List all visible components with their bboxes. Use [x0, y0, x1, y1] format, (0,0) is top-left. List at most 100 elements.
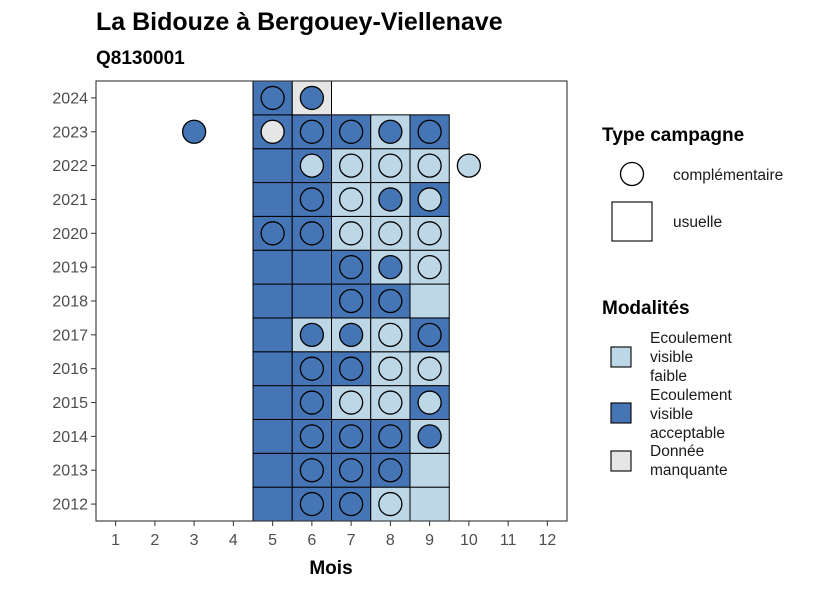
- tile-usuelle-2014-5: [252, 418, 293, 454]
- y-tick-label-2014: 2014: [52, 429, 88, 446]
- legend-swatch-manquante: [610, 450, 632, 472]
- point-complementaire-2021-8: [378, 187, 403, 212]
- point-complementaire-2018-7: [338, 288, 364, 314]
- x-tick-label-5: 5: [268, 532, 277, 549]
- point-complementaire-2013-8: [378, 458, 403, 483]
- y-tick-label-2021: 2021: [52, 192, 88, 209]
- chart-title: La Bidouze à Bergouey-Viellenave: [96, 8, 503, 36]
- legend-label-manquante: Donnée manquante: [650, 443, 728, 479]
- tile-usuelle-2021-5: [252, 182, 293, 217]
- tile-usuelle-2018-6: [291, 283, 332, 319]
- tile-usuelle-2012-5: [252, 486, 293, 522]
- legend-type-title: Type campagne: [602, 125, 744, 146]
- x-tick-label-3: 3: [190, 532, 199, 549]
- x-tick-label-11: 11: [500, 532, 517, 549]
- tile-usuelle-2017-5: [252, 317, 293, 353]
- point-complementaire-2015-9: [417, 390, 442, 415]
- y-tick-label-2017: 2017: [52, 327, 88, 344]
- x-tick-label-12: 12: [538, 532, 556, 549]
- y-tick-label-2020: 2020: [52, 226, 88, 243]
- point-complementaire-2024-6: [299, 85, 325, 111]
- point-complementaire-2020-6: [299, 221, 325, 246]
- y-tick-label-2024: 2024: [52, 90, 88, 107]
- legend-circle-complementaire: [619, 161, 645, 187]
- point-complementaire-2023-7: [338, 119, 364, 144]
- x-axis-title: Mois: [309, 558, 352, 579]
- point-complementaire-2020-8: [378, 221, 403, 246]
- y-tick-label-2013: 2013: [52, 463, 88, 480]
- tile-usuelle-2019-5: [252, 249, 293, 285]
- legend-label-faible: Ecoulement visible faible: [650, 330, 733, 385]
- x-tick-label-4: 4: [229, 532, 238, 549]
- tile-usuelle-2013-5: [252, 452, 293, 488]
- point-complementaire-2015-7: [338, 390, 364, 415]
- point-complementaire-2014-7: [338, 424, 364, 449]
- point-complementaire-2015-8: [378, 390, 403, 415]
- point-complementaire-2017-7: [338, 322, 364, 347]
- point-complementaire-2022-7: [338, 153, 364, 178]
- tile-usuelle-2018-5: [252, 283, 293, 319]
- tile-usuelle-2013-9: [409, 452, 450, 488]
- point-complementaire-2020-9: [417, 221, 442, 246]
- point-complementaire-2020-5: [260, 221, 285, 246]
- point-complementaire-2021-9: [417, 187, 442, 212]
- y-tick-label-2016: 2016: [52, 361, 88, 378]
- x-tick-label-1: 1: [111, 532, 120, 549]
- x-axis: 1 2 3 4 5 6 7 8 9 10 11 12: [111, 521, 556, 549]
- point-complementaire-2021-7: [338, 187, 364, 212]
- point-complementaire-2022-8: [378, 153, 403, 178]
- legend-label-usuelle: usuelle: [673, 214, 722, 231]
- legend-swatch-acceptable: [610, 402, 632, 424]
- y-tick-label-2018: 2018: [52, 294, 88, 311]
- tile-usuelle-2019-6: [291, 249, 332, 285]
- point-complementaire-2020-7: [338, 221, 364, 246]
- y-tick-label-2022: 2022: [52, 158, 88, 175]
- y-axis: 2012 2013 2014 2015 2016 2017 2018 2019 2020 2021…: [52, 90, 96, 514]
- legend-modalites-title: Modalités: [602, 298, 690, 319]
- tile-usuelle-2016-5: [252, 351, 293, 387]
- tile-usuelle-2012-9: [409, 486, 450, 522]
- x-tick-label-6: 6: [307, 532, 316, 549]
- legend-label-complementaire: complémentaire: [673, 167, 783, 184]
- point-complementaire-2016-6: [299, 356, 325, 381]
- point-complementaire-2013-7: [338, 458, 364, 483]
- point-complementaire-2017-6: [299, 322, 325, 347]
- x-tick-label-2: 2: [150, 532, 159, 549]
- point-complementaire-2013-6: [299, 458, 325, 483]
- legend-swatch-faible: [610, 346, 632, 368]
- legend-modalites: Modalités Ecoulement visible faibleEcoulem…: [602, 298, 733, 479]
- x-tick-label-9: 9: [425, 532, 434, 549]
- legend-type-campagne: Type campagne complémentaire usuelle: [602, 125, 783, 242]
- point-complementaire-2014-8: [378, 424, 403, 449]
- point-complementaire-2016-7: [338, 356, 364, 381]
- point-complementaire-2019-9: [417, 255, 442, 280]
- tile-usuelle-2015-5: [252, 385, 293, 420]
- legend-label-acceptable: Ecoulement visible acceptable: [650, 387, 733, 442]
- point-complementaire-2017-8: [378, 322, 403, 347]
- point-complementaire-2016-9: [417, 356, 442, 381]
- point-complementaire-2012-6: [299, 491, 325, 517]
- point-complementaire-2014-6: [299, 424, 325, 449]
- point-complementaire-2022-9: [417, 153, 442, 178]
- x-tick-label-10: 10: [460, 532, 478, 549]
- point-complementaire-2024-5: [260, 85, 285, 111]
- x-tick-label-8: 8: [386, 532, 395, 549]
- point-complementaire-2023-3: [181, 119, 207, 144]
- point-complementaire-2014-9: [417, 424, 442, 449]
- x-tick-label-7: 7: [347, 532, 356, 549]
- point-complementaire-2022-10: [456, 153, 482, 178]
- chart-subtitle: Q8130001: [96, 48, 185, 69]
- point-complementaire-2023-9: [417, 119, 442, 144]
- point-complementaire-2023-5: [260, 119, 285, 144]
- point-complementaire-2019-7: [338, 255, 364, 280]
- y-tick-label-2015: 2015: [52, 395, 88, 412]
- legend-square-usuelle: [611, 201, 653, 242]
- tile-usuelle-2022-5: [252, 148, 293, 184]
- point-complementaire-2023-8: [378, 119, 403, 144]
- point-complementaire-2018-8: [378, 288, 403, 314]
- point-complementaire-2015-6: [299, 390, 325, 415]
- point-complementaire-2022-6: [299, 153, 325, 178]
- point-complementaire-2016-8: [378, 356, 403, 381]
- point-complementaire-2012-7: [338, 491, 364, 517]
